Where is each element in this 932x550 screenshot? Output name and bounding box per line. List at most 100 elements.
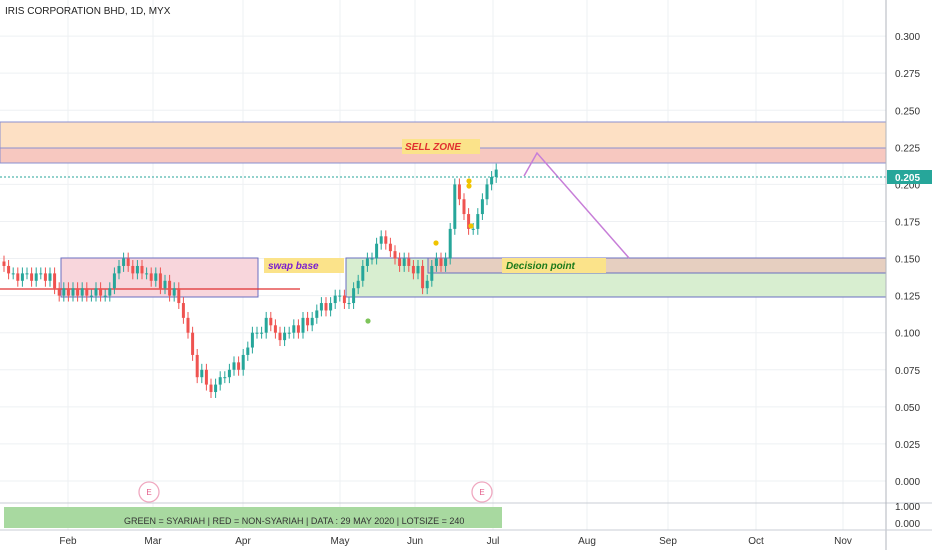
candle-body <box>407 258 411 266</box>
footer-banner <box>4 507 502 528</box>
y-tick-label: 0.075 <box>895 366 920 377</box>
swap-base-label: swap base <box>268 261 319 272</box>
candle-body <box>30 273 34 281</box>
candle-body <box>379 236 383 244</box>
earnings-marker-label: E <box>479 488 484 497</box>
candle-body <box>416 265 420 274</box>
sub-tick-label: 0.000 <box>895 519 920 530</box>
candle-body <box>342 295 346 304</box>
x-tick-label: May <box>331 536 350 547</box>
chart-title: IRIS CORPORATION BHD, 1D, MYX <box>5 6 171 17</box>
candle-body <box>62 288 66 296</box>
earnings-icon[interactable] <box>471 481 493 503</box>
sell-zone-label: SELL ZONE <box>405 142 461 153</box>
x-tick-label: Apr <box>235 536 251 547</box>
signal-dots <box>365 178 474 324</box>
candle-body <box>398 258 402 266</box>
decision-point-label-bg <box>502 258 606 273</box>
candle-body <box>80 288 84 296</box>
candle-body <box>122 258 126 266</box>
candle-body <box>39 273 43 275</box>
candle-body <box>462 199 466 215</box>
candle-body <box>269 317 273 326</box>
x-tick-label: Jun <box>407 536 423 547</box>
y-tick-label: 0.225 <box>895 143 920 154</box>
candle-body <box>2 261 6 266</box>
candle-body <box>411 265 415 274</box>
projection-path <box>523 151 630 259</box>
candle-body <box>402 258 406 266</box>
candle-body <box>370 258 374 260</box>
y-tick-label: 0.250 <box>895 106 920 117</box>
candle-body <box>278 332 282 341</box>
candle-body <box>425 280 429 289</box>
candle-body <box>352 288 356 304</box>
candle-body <box>338 295 342 297</box>
y-tick-label: 0.100 <box>895 329 920 340</box>
candle-body <box>99 288 103 296</box>
candle-body <box>480 199 484 215</box>
y-axis-ticks: 0.300 0.275 0.250 0.225 0.200 0.175 0.150 0.125… <box>895 32 920 488</box>
candle-body <box>232 362 236 370</box>
candle-body <box>112 273 116 289</box>
candle-body <box>66 288 70 296</box>
candle-body <box>34 273 38 281</box>
candle-body <box>94 288 98 296</box>
candle-body <box>53 273 57 289</box>
candle-body <box>7 265 11 274</box>
candle-body <box>117 265 121 274</box>
earnings-marker[interactable]: E <box>138 481 160 503</box>
candle-body <box>204 369 208 385</box>
signal-dot <box>468 223 474 229</box>
decision-point-label: Decision point <box>506 261 576 272</box>
candle-body <box>264 317 268 333</box>
earnings-icon[interactable] <box>138 481 160 503</box>
candle-body <box>168 280 172 296</box>
x-tick-label: Oct <box>748 536 764 547</box>
y-tick-label: 0.025 <box>895 440 920 451</box>
candle-body <box>434 258 438 266</box>
x-tick-label: Sep <box>659 536 677 547</box>
candle-body <box>181 303 185 318</box>
candle-body <box>260 332 264 334</box>
sell-zone-label-bg <box>402 139 480 154</box>
candle-body <box>296 325 300 333</box>
candle-body <box>237 362 241 370</box>
candle-body <box>200 369 204 378</box>
y-tick-label: 0.150 <box>895 255 920 266</box>
candle-body <box>85 288 89 296</box>
candle-body <box>292 325 296 333</box>
x-tick-label: Mar <box>144 536 162 547</box>
candle-body <box>310 317 314 326</box>
candle-body <box>126 258 130 266</box>
candle-body <box>375 243 379 259</box>
candle-body <box>315 310 319 318</box>
candle-body <box>16 273 20 281</box>
candle-body <box>191 332 195 355</box>
candle-body <box>439 258 443 266</box>
earnings-marker[interactable]: E <box>471 481 493 503</box>
signal-dot <box>365 318 371 324</box>
candle-body <box>177 288 181 304</box>
y-tick-label: 0.275 <box>895 69 920 80</box>
candle-body <box>471 228 475 230</box>
candle-body <box>135 265 139 274</box>
candle-body <box>11 273 15 275</box>
candle-body <box>388 243 392 252</box>
candle-body <box>448 228 452 259</box>
candle-body <box>158 273 162 289</box>
candle-body <box>154 273 158 281</box>
candle-body <box>361 265 365 281</box>
candle-body <box>333 295 337 304</box>
candle-body <box>209 384 213 393</box>
candle-body <box>241 354 245 370</box>
candle-body <box>250 332 254 348</box>
candle-body <box>223 377 227 379</box>
candle-body <box>444 258 448 266</box>
signal-dot <box>466 183 472 189</box>
candle-body <box>490 176 494 185</box>
candle-body <box>287 332 291 334</box>
candle-body <box>57 288 61 296</box>
y-tick-label: 0.175 <box>895 217 920 228</box>
